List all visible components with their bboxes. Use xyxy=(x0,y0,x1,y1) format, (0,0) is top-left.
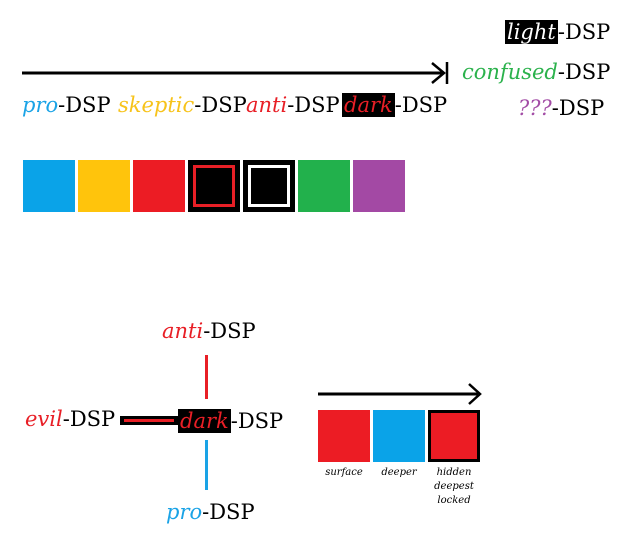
label-suffix: -DSP xyxy=(58,93,111,117)
label-light-dsp: light-DSP xyxy=(505,18,610,46)
skeptic-swatch xyxy=(78,160,130,212)
label-suffix: -DSP xyxy=(203,319,256,343)
label-suffix: -DSP xyxy=(394,93,448,117)
axis-anti-prefix: anti xyxy=(162,319,204,343)
confused-swatch xyxy=(298,160,350,212)
hidden-swatch xyxy=(428,410,480,462)
top-scale-arrow xyxy=(22,62,449,84)
label-light-prefix: light xyxy=(505,20,558,44)
axis-top-line xyxy=(205,355,208,399)
label-confused-dsp: confused-DSP xyxy=(462,58,610,86)
axis-pro-prefix: pro xyxy=(166,500,203,524)
label-skeptic-prefix: skeptic xyxy=(118,93,195,117)
label-suffix: -DSP xyxy=(230,409,284,433)
axis-left-line xyxy=(120,416,178,425)
label-anti-prefix: anti xyxy=(246,93,288,117)
label-suffix: -DSP xyxy=(62,407,116,431)
label-anti-dsp: anti-DSP xyxy=(246,91,340,119)
light-swatch xyxy=(243,160,295,212)
label-pro-prefix: pro xyxy=(22,93,59,117)
label-dark-dsp: dark-DSP xyxy=(342,91,447,119)
axis-anti-dsp: anti-DSP xyxy=(162,317,256,345)
axis-dark-prefix: dark xyxy=(178,409,231,433)
label-suffix: -DSP xyxy=(287,93,340,117)
label-suffix: -DSP xyxy=(194,93,247,117)
caption-hidden: hidden deepest locked xyxy=(434,467,474,506)
label-skeptic-dsp: skeptic-DSP xyxy=(118,91,247,119)
pro-swatch xyxy=(23,160,75,212)
caption-surface: surface xyxy=(325,467,363,478)
axis-pro-dsp: pro-DSP xyxy=(166,498,255,526)
label-suffix: -DSP xyxy=(557,20,611,44)
anti-swatch xyxy=(133,160,185,212)
caption-deeper: deeper xyxy=(381,467,417,478)
label-suffix: -DSP xyxy=(557,60,611,84)
label-unknown-prefix: ??? xyxy=(518,96,552,120)
axis-dark-dsp: dark-DSP xyxy=(178,407,283,435)
axis-bottom-line xyxy=(205,440,208,490)
label-suffix: -DSP xyxy=(202,500,255,524)
label-pro-dsp: pro-DSP xyxy=(22,91,111,119)
axis-evil-prefix: evil xyxy=(25,407,63,431)
label-confused-prefix: confused xyxy=(462,60,558,84)
unknown-swatch xyxy=(353,160,405,212)
label-dark-prefix: dark xyxy=(342,93,395,117)
axis-evil-dsp: evil-DSP xyxy=(25,405,115,433)
surface-swatch xyxy=(318,410,370,462)
label-suffix: -DSP xyxy=(551,96,605,120)
label-unknown-dsp: ???-DSP xyxy=(518,94,604,122)
deeper-swatch xyxy=(373,410,425,462)
dark-swatch xyxy=(188,160,240,212)
depth-scale-arrow xyxy=(318,383,482,405)
